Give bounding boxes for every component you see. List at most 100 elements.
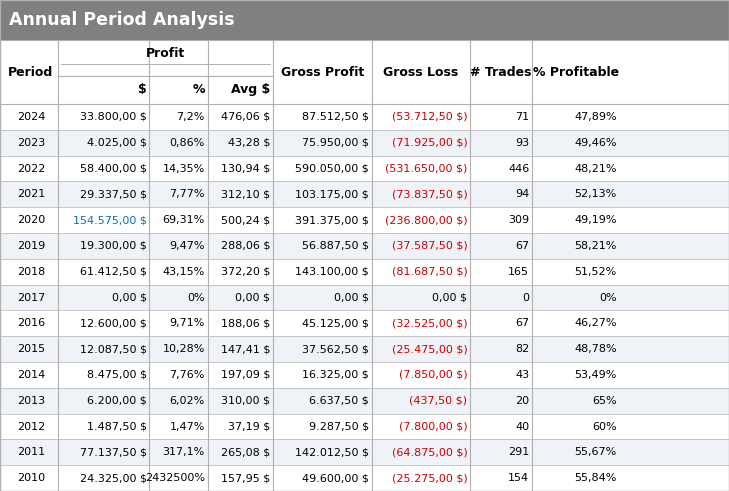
- Text: 2432500%: 2432500%: [145, 473, 205, 483]
- Text: (37.587,50 $): (37.587,50 $): [391, 241, 467, 251]
- Text: 29.337,50 $: 29.337,50 $: [79, 190, 147, 199]
- Text: 446: 446: [508, 164, 529, 174]
- Text: 2014: 2014: [17, 370, 45, 380]
- Text: (81.687,50 $): (81.687,50 $): [391, 267, 467, 277]
- Text: 9,47%: 9,47%: [169, 241, 205, 251]
- Text: 75.950,00 $: 75.950,00 $: [302, 138, 369, 148]
- Text: 2012: 2012: [17, 421, 45, 432]
- Text: 37,19 $: 37,19 $: [228, 421, 270, 432]
- Text: 16.325,00 $: 16.325,00 $: [302, 370, 369, 380]
- Text: (73.837,50 $): (73.837,50 $): [391, 190, 467, 199]
- Text: 87.512,50 $: 87.512,50 $: [302, 112, 369, 122]
- Text: 12.087,50 $: 12.087,50 $: [79, 344, 147, 354]
- Text: 2023: 2023: [17, 138, 45, 148]
- Text: 154.575,00 $: 154.575,00 $: [73, 215, 147, 225]
- Text: 2016: 2016: [17, 318, 45, 328]
- Text: 188,06 $: 188,06 $: [221, 318, 270, 328]
- Text: 71: 71: [515, 112, 529, 122]
- Text: 49.600,00 $: 49.600,00 $: [302, 473, 369, 483]
- Text: 48,21%: 48,21%: [574, 164, 617, 174]
- Text: 312,10 $: 312,10 $: [222, 190, 270, 199]
- Text: 19.300,00 $: 19.300,00 $: [79, 241, 147, 251]
- Text: (25.475,00 $): (25.475,00 $): [391, 344, 467, 354]
- Text: (64.875,00 $): (64.875,00 $): [391, 447, 467, 457]
- Text: 157,95 $: 157,95 $: [221, 473, 270, 483]
- Text: 77.137,50 $: 77.137,50 $: [79, 447, 147, 457]
- Text: (531.650,00 $): (531.650,00 $): [385, 164, 467, 174]
- Text: 2010: 2010: [17, 473, 45, 483]
- Text: $: $: [138, 83, 147, 96]
- Text: 37.562,50 $: 37.562,50 $: [302, 344, 369, 354]
- Text: 58.400,00 $: 58.400,00 $: [79, 164, 147, 174]
- Text: 7,2%: 7,2%: [176, 112, 205, 122]
- Bar: [0, 362, 729, 388]
- Text: 291: 291: [508, 447, 529, 457]
- Text: 33.800,00 $: 33.800,00 $: [79, 112, 147, 122]
- Text: 7,77%: 7,77%: [169, 190, 205, 199]
- Text: 2018: 2018: [17, 267, 45, 277]
- Text: # Trades: # Trades: [470, 66, 532, 79]
- Text: 1,47%: 1,47%: [169, 421, 205, 432]
- Text: 55,67%: 55,67%: [574, 447, 617, 457]
- Text: 197,09 $: 197,09 $: [221, 370, 270, 380]
- Text: 372,20 $: 372,20 $: [221, 267, 270, 277]
- Text: (7.800,00 $): (7.800,00 $): [399, 421, 467, 432]
- Text: 20: 20: [515, 396, 529, 406]
- Text: 2021: 2021: [17, 190, 45, 199]
- Text: 7,76%: 7,76%: [169, 370, 205, 380]
- Text: 52,13%: 52,13%: [574, 190, 617, 199]
- Bar: [0, 259, 729, 285]
- Text: 2022: 2022: [17, 164, 45, 174]
- Text: 317,1%: 317,1%: [163, 447, 205, 457]
- Text: 82: 82: [515, 344, 529, 354]
- Text: 93: 93: [515, 138, 529, 148]
- Text: 142.012,50 $: 142.012,50 $: [295, 447, 369, 457]
- Text: (25.275,00 $): (25.275,00 $): [391, 473, 467, 483]
- Bar: [0, 233, 729, 259]
- Text: 10,28%: 10,28%: [163, 344, 205, 354]
- Text: Profit: Profit: [147, 47, 185, 60]
- Bar: [0, 40, 729, 104]
- Text: 2015: 2015: [17, 344, 45, 354]
- Text: 0%: 0%: [599, 293, 617, 302]
- Text: 0%: 0%: [187, 293, 205, 302]
- Text: 8.475,00 $: 8.475,00 $: [87, 370, 147, 380]
- Bar: [0, 465, 729, 491]
- Text: 58,21%: 58,21%: [574, 241, 617, 251]
- Text: 94: 94: [515, 190, 529, 199]
- Text: 500,24 $: 500,24 $: [221, 215, 270, 225]
- Text: 143.100,00 $: 143.100,00 $: [295, 267, 369, 277]
- Text: 265,08 $: 265,08 $: [221, 447, 270, 457]
- Bar: [0, 104, 729, 130]
- Text: 288,06 $: 288,06 $: [221, 241, 270, 251]
- Text: 310,00 $: 310,00 $: [222, 396, 270, 406]
- Text: 56.887,50 $: 56.887,50 $: [302, 241, 369, 251]
- Bar: [0, 0, 729, 40]
- Text: % Profitable: % Profitable: [533, 66, 619, 79]
- Text: 2024: 2024: [17, 112, 45, 122]
- Text: 67: 67: [515, 318, 529, 328]
- Text: 43,28 $: 43,28 $: [228, 138, 270, 148]
- Text: 55,84%: 55,84%: [574, 473, 617, 483]
- Text: 60%: 60%: [592, 421, 617, 432]
- Text: 476,06 $: 476,06 $: [221, 112, 270, 122]
- Text: Period: Period: [8, 66, 54, 79]
- Text: 61.412,50 $: 61.412,50 $: [79, 267, 147, 277]
- Text: 147,41 $: 147,41 $: [221, 344, 270, 354]
- Text: 12.600,00 $: 12.600,00 $: [79, 318, 147, 328]
- Bar: [0, 310, 729, 336]
- Text: %: %: [192, 83, 205, 96]
- Text: 391.375,00 $: 391.375,00 $: [295, 215, 369, 225]
- Text: 49,46%: 49,46%: [574, 138, 617, 148]
- Text: 0,00 $: 0,00 $: [235, 293, 270, 302]
- Text: Gross Profit: Gross Profit: [281, 66, 364, 79]
- Text: 0,86%: 0,86%: [170, 138, 205, 148]
- Text: 53,49%: 53,49%: [574, 370, 617, 380]
- Text: 0,00 $: 0,00 $: [112, 293, 147, 302]
- Text: 43: 43: [515, 370, 529, 380]
- Text: 0,00 $: 0,00 $: [432, 293, 467, 302]
- Bar: [0, 182, 729, 207]
- Text: 6,02%: 6,02%: [170, 396, 205, 406]
- Text: (236.800,00 $): (236.800,00 $): [385, 215, 467, 225]
- Bar: [0, 439, 729, 465]
